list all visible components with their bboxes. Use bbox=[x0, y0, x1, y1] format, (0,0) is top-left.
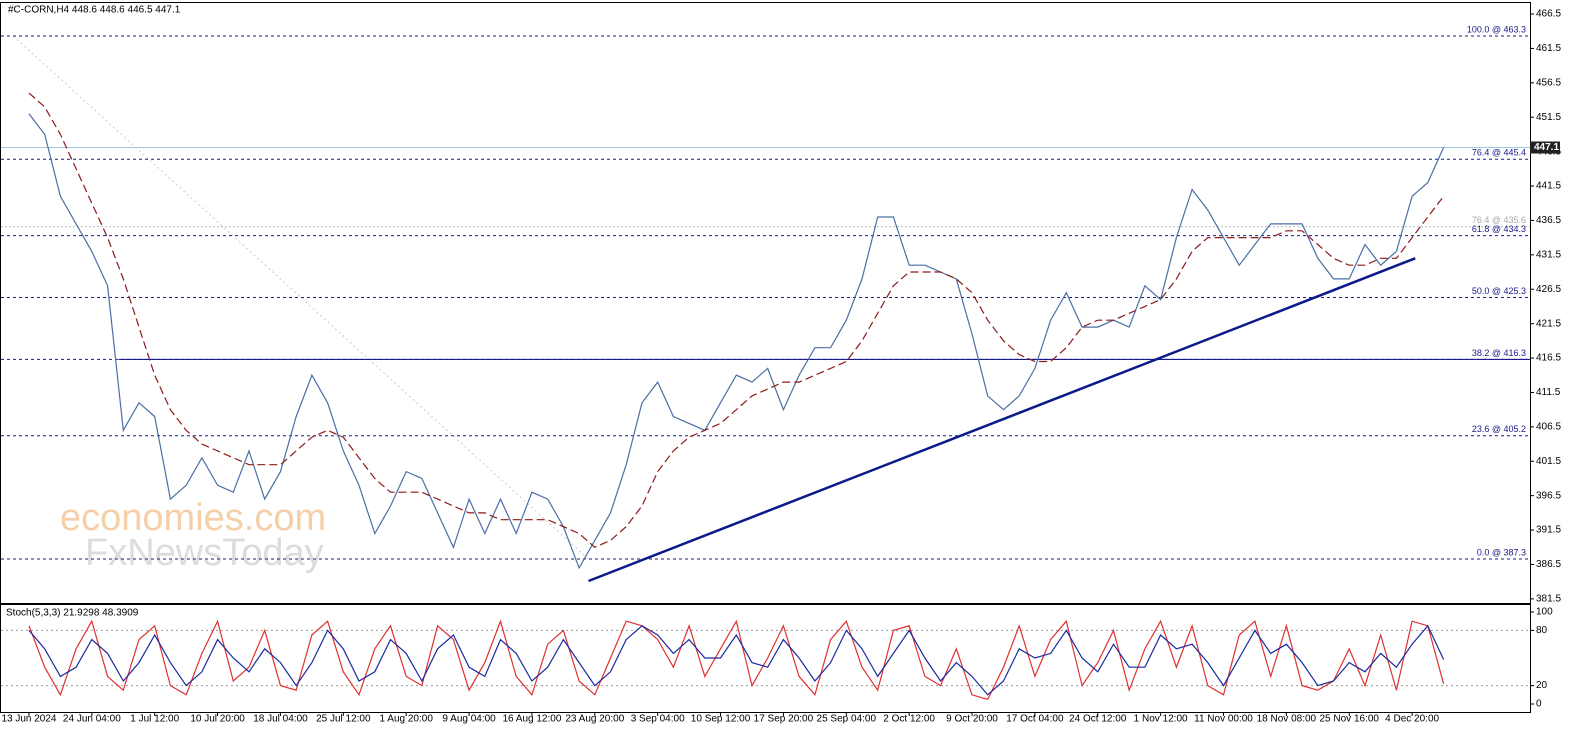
fib-level-label: 38.2 @ 416.3 bbox=[1472, 348, 1526, 358]
fib-level-label: 100.0 @ 463.3 bbox=[1467, 24, 1526, 34]
x-tick-label: 23 Aug 20:00 bbox=[565, 714, 624, 725]
x-tick-label: 18 Jul 04:00 bbox=[253, 714, 308, 725]
x-tick-label: 1 Nov 12:00 bbox=[1134, 714, 1188, 725]
y-tick-label: 461.5 bbox=[1536, 43, 1561, 54]
y-tick-label: 416.5 bbox=[1536, 353, 1561, 364]
fib-level-label: 76.4 @ 445.4 bbox=[1472, 148, 1526, 158]
series-line bbox=[28, 92, 1445, 549]
faded-level-label: 76.4 @ 435.6 bbox=[1472, 215, 1526, 225]
y-tick-label: 406.5 bbox=[1536, 421, 1561, 432]
trendline bbox=[588, 257, 1416, 583]
x-tick-label: 1 Aug 20:00 bbox=[380, 714, 434, 725]
y-tick-label: 100 bbox=[1536, 607, 1553, 618]
x-tick-label: 3 Sep 04:00 bbox=[631, 714, 685, 725]
y-tick-label: 20 bbox=[1536, 680, 1548, 691]
main-panel bbox=[0, 2, 1531, 604]
watermark: FxNewsToday bbox=[85, 532, 324, 574]
x-tick-label: 16 Aug 12:00 bbox=[502, 714, 561, 725]
y-tick-label: 441.5 bbox=[1536, 181, 1561, 192]
x-tick-label: 24 Jun 04:00 bbox=[63, 714, 121, 725]
stoch-panel bbox=[0, 604, 1531, 713]
series-line bbox=[28, 619, 1445, 701]
y-tick-label: 381.5 bbox=[1536, 594, 1561, 605]
x-tick-label: 1 Jul 12:00 bbox=[130, 714, 179, 725]
y-tick-label: 426.5 bbox=[1536, 284, 1561, 295]
last-price-box bbox=[1530, 141, 1560, 154]
x-tick-label: 25 Nov 16:00 bbox=[1319, 714, 1379, 725]
symbol-info: #C-CORN,H4 448.6 448.6 446.5 447.1 bbox=[8, 5, 181, 16]
x-tick-label: 4 Dec 20:00 bbox=[1385, 714, 1439, 725]
y-tick-label: 386.5 bbox=[1536, 559, 1561, 570]
stoch-title: Stoch(5,3,3) 21.9298 48.3909 bbox=[6, 608, 139, 619]
x-tick-label: 17 Oct 04:00 bbox=[1006, 714, 1064, 725]
fib-level-label: 23.6 @ 405.2 bbox=[1472, 424, 1526, 434]
y-tick-label: 436.5 bbox=[1536, 215, 1561, 226]
x-tick-label: 24 Oct 12:00 bbox=[1069, 714, 1127, 725]
y-tick-label: 391.5 bbox=[1536, 525, 1561, 536]
fib-level-label: 50.0 @ 425.3 bbox=[1472, 286, 1526, 296]
y-tick-label: 431.5 bbox=[1536, 249, 1561, 260]
x-tick-label: 9 Aug 04:00 bbox=[442, 714, 496, 725]
x-tick-label: 17 Sep 20:00 bbox=[754, 714, 814, 725]
x-tick-label: 2 Oct 12:00 bbox=[883, 714, 935, 725]
x-tick-label: 10 Jul 20:00 bbox=[190, 714, 245, 725]
y-tick-label: 80 bbox=[1536, 625, 1548, 636]
y-tick-label: 466.5 bbox=[1536, 9, 1561, 20]
y-tick-label: 451.5 bbox=[1536, 112, 1561, 123]
series-line bbox=[28, 113, 1445, 570]
x-tick-label: 11 Nov 00:00 bbox=[1194, 714, 1253, 725]
y-tick-label: 421.5 bbox=[1536, 318, 1561, 329]
series-line bbox=[28, 624, 1445, 696]
y-tick-label: 0 bbox=[1536, 699, 1542, 710]
x-tick-label: 25 Jul 12:00 bbox=[316, 714, 371, 725]
y-tick-label: 396.5 bbox=[1536, 490, 1561, 501]
y-tick-label: 456.5 bbox=[1536, 77, 1561, 88]
y-tick-label: 401.5 bbox=[1536, 456, 1561, 467]
fib-level-label: 61.8 @ 434.3 bbox=[1472, 224, 1526, 234]
x-tick-label: 10 Sep 12:00 bbox=[691, 714, 751, 725]
x-tick-label: 25 Sep 04:00 bbox=[817, 714, 877, 725]
x-tick-label: 9 Oct 20:00 bbox=[946, 714, 998, 725]
last-price-label: 447.1 bbox=[1534, 142, 1559, 153]
fib-level-label: 0.0 @ 387.3 bbox=[1477, 547, 1526, 557]
x-tick-label: 18 Nov 08:00 bbox=[1257, 714, 1317, 725]
watermark: economies.com bbox=[60, 497, 326, 539]
x-tick-label: 13 Jun 2024 bbox=[1, 714, 56, 725]
y-tick-label: 411.5 bbox=[1536, 387, 1561, 398]
